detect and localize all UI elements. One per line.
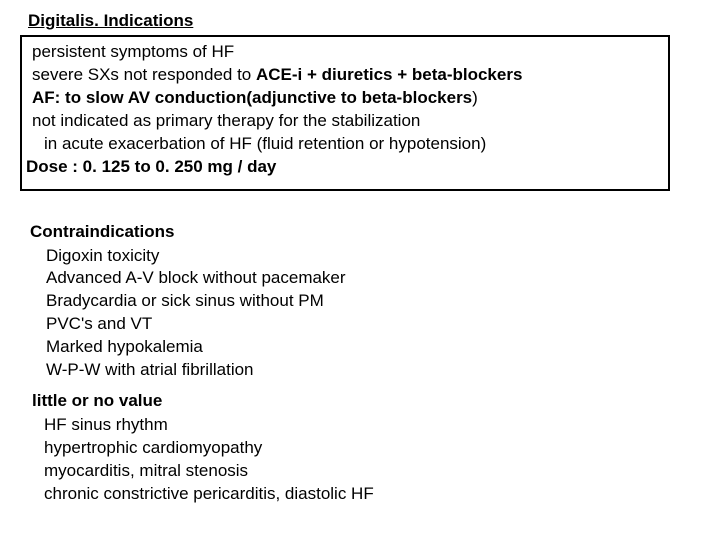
indication-line: AF: to slow AV conduction(adjunctive to … xyxy=(26,87,660,110)
list-item: Marked hypokalemia xyxy=(46,336,700,359)
list-item: Advanced A-V block without pacemaker xyxy=(46,267,700,290)
contraindications-list: Digoxin toxicity Advanced A-V block with… xyxy=(30,245,700,383)
low-value-list: HF sinus rhythm hypertrophic cardiomyopa… xyxy=(32,414,700,506)
text-span: severe SXs not responded to xyxy=(32,65,256,84)
list-item: HF sinus rhythm xyxy=(44,414,700,437)
text-bold: AF: to slow AV conduction(adjunctive to … xyxy=(32,88,472,107)
text-span: ) xyxy=(472,88,478,107)
indication-line: not indicated as primary therapy for the… xyxy=(26,110,660,133)
dose-line: Dose : 0. 125 to 0. 250 mg / day xyxy=(26,156,660,179)
slide-title: Digitalis. Indications xyxy=(28,10,700,33)
list-item: PVC's and VT xyxy=(46,313,700,336)
list-item: Digoxin toxicity xyxy=(46,245,700,268)
list-item: W-P-W with atrial fibrillation xyxy=(46,359,700,382)
list-item: myocarditis, mitral stenosis xyxy=(44,460,700,483)
contraindications-section: Contraindications Digoxin toxicity Advan… xyxy=(30,221,700,383)
indication-line: severe SXs not responded to ACE-i + diur… xyxy=(26,64,660,87)
indication-line: persistent symptoms of HF xyxy=(26,41,660,64)
indications-box: persistent symptoms of HF severe SXs not… xyxy=(20,35,670,191)
list-item: chronic constrictive pericarditis, diast… xyxy=(44,483,700,506)
indication-line: in acute exacerbation of HF (fluid reten… xyxy=(26,133,660,156)
contraindications-heading: Contraindications xyxy=(30,221,700,244)
text-bold: ACE-i + diuretics + beta-blockers xyxy=(256,65,522,84)
list-item: Bradycardia or sick sinus without PM xyxy=(46,290,700,313)
low-value-heading: little or no value xyxy=(32,390,700,413)
list-item: hypertrophic cardiomyopathy xyxy=(44,437,700,460)
low-value-section: little or no value HF sinus rhythm hyper… xyxy=(32,390,700,506)
